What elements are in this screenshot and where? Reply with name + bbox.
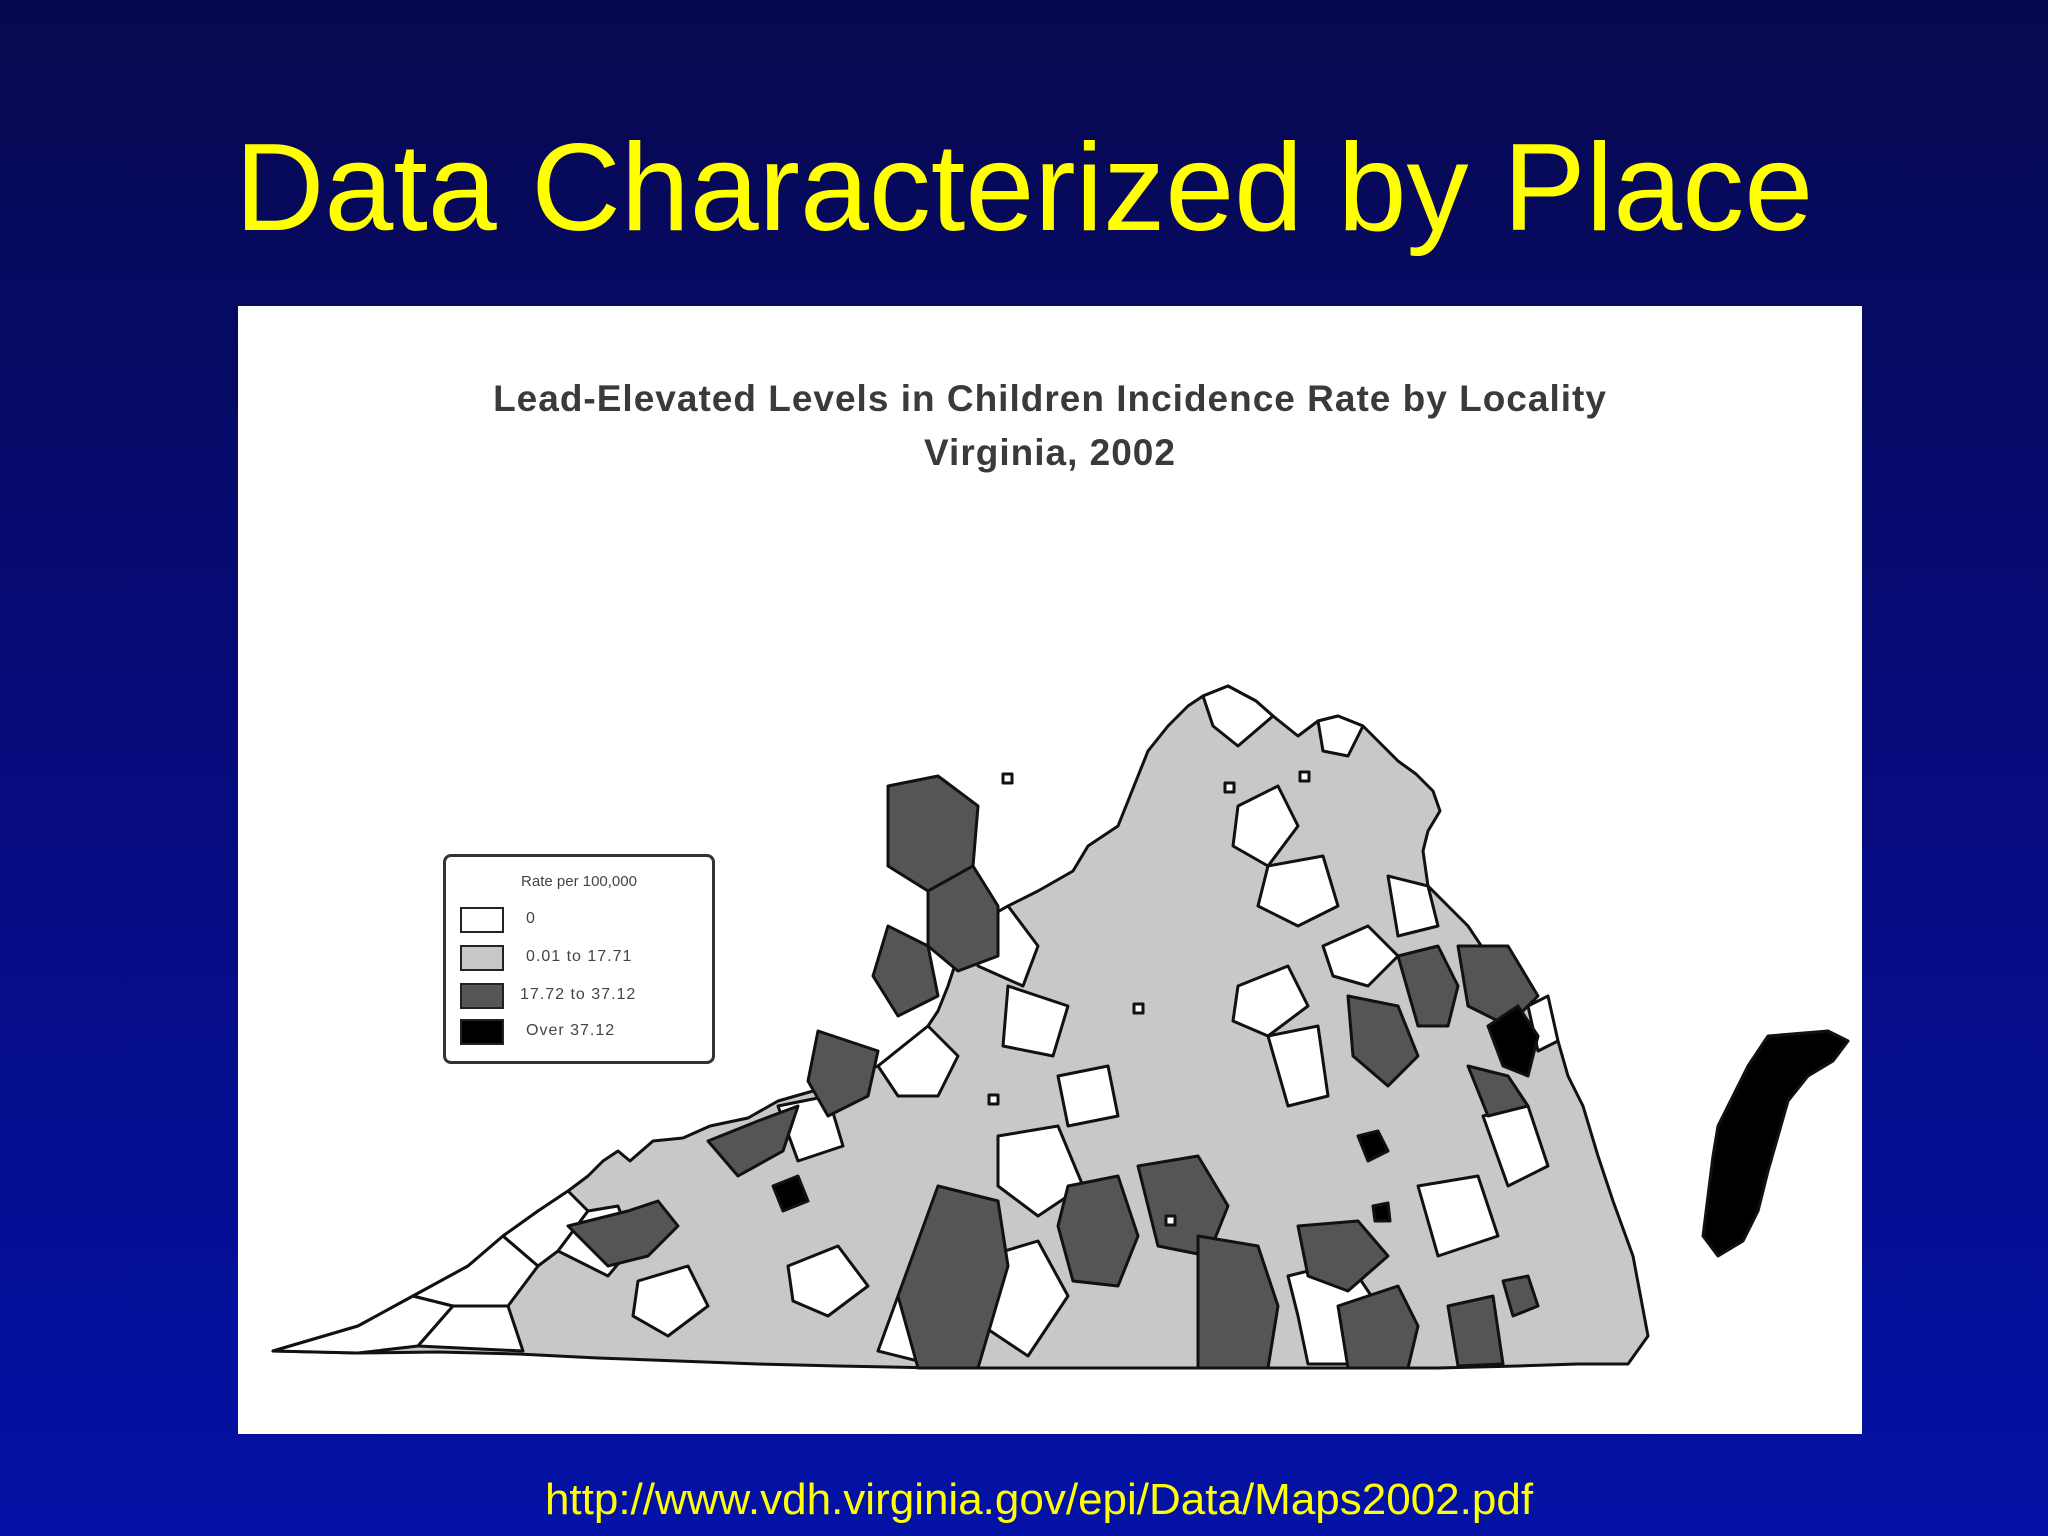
county-region bbox=[416, 1304, 525, 1353]
county-region bbox=[1416, 1174, 1500, 1258]
county-region bbox=[1196, 1234, 1280, 1370]
county-region bbox=[786, 1244, 870, 1318]
map-title: Lead-Elevated Levels in Children Inciden… bbox=[238, 372, 1862, 480]
county-region bbox=[1231, 964, 1310, 1038]
county-region bbox=[1371, 1201, 1392, 1223]
legend-item: 0 bbox=[460, 907, 710, 937]
county-region bbox=[1356, 1129, 1390, 1163]
county-region bbox=[1056, 1064, 1120, 1128]
virginia-state-outline bbox=[271, 684, 1650, 1370]
legend-label: 17.72 to 37.12 bbox=[520, 986, 637, 1003]
legend-item: 0.01 to 17.71 bbox=[460, 945, 710, 975]
county-region bbox=[896, 1184, 1010, 1370]
county-region bbox=[1486, 1004, 1540, 1078]
legend-swatch bbox=[460, 983, 504, 1009]
map-title-line2: Virginia, 2002 bbox=[924, 432, 1176, 473]
legend-swatch bbox=[460, 907, 504, 933]
county-region bbox=[1466, 1064, 1530, 1118]
county-region bbox=[1346, 994, 1420, 1088]
county-region bbox=[1446, 1294, 1505, 1368]
county-region bbox=[1501, 1274, 1540, 1318]
legend-title: Rate per 100,000 bbox=[521, 873, 637, 890]
map-title-line1: Lead-Elevated Levels in Children Inciden… bbox=[493, 378, 1607, 419]
virginia-choropleth-map bbox=[271, 684, 1850, 1370]
county-region bbox=[1316, 714, 1365, 758]
county-region bbox=[1336, 1284, 1420, 1370]
legend-label: 0.01 to 17.71 bbox=[526, 948, 633, 965]
county-region bbox=[706, 1104, 800, 1178]
county-region bbox=[1266, 1024, 1330, 1108]
eastern-shore-region bbox=[1701, 1029, 1850, 1258]
county-region bbox=[566, 1199, 680, 1268]
county-region bbox=[1321, 924, 1400, 988]
county-region bbox=[1001, 984, 1070, 1058]
legend-item: Over 37.12 bbox=[460, 1019, 710, 1049]
county-region bbox=[1296, 1219, 1390, 1293]
county-region bbox=[876, 1024, 960, 1098]
county-region bbox=[1256, 854, 1340, 928]
county-region bbox=[871, 924, 940, 1018]
legend-swatch bbox=[460, 945, 504, 971]
county-region bbox=[1136, 1154, 1230, 1258]
legend-item: 17.72 to 37.12 bbox=[460, 983, 710, 1013]
source-url: http://www.vdh.virginia.gov/epi/Data/Map… bbox=[544, 1475, 1534, 1524]
county-region bbox=[1056, 1174, 1140, 1288]
legend-label: Over 37.12 bbox=[526, 1022, 616, 1039]
legend-swatch bbox=[460, 1019, 504, 1045]
county-region bbox=[806, 1029, 880, 1118]
county-region bbox=[1231, 784, 1300, 868]
legend-label: 0 bbox=[526, 910, 536, 927]
slide-title: Data Characterized by Place bbox=[234, 119, 1814, 257]
county-region bbox=[771, 1174, 810, 1213]
county-region bbox=[1396, 944, 1460, 1028]
county-region bbox=[1201, 684, 1275, 748]
county-region bbox=[996, 1124, 1085, 1218]
county-region bbox=[1386, 874, 1440, 938]
map-panel: Lead-Elevated Levels in Children Inciden… bbox=[238, 306, 1862, 1434]
county-region bbox=[631, 1264, 710, 1338]
map-legend: Rate per 100,000 0 0.01 to 17.71 17.72 t… bbox=[443, 854, 715, 1064]
